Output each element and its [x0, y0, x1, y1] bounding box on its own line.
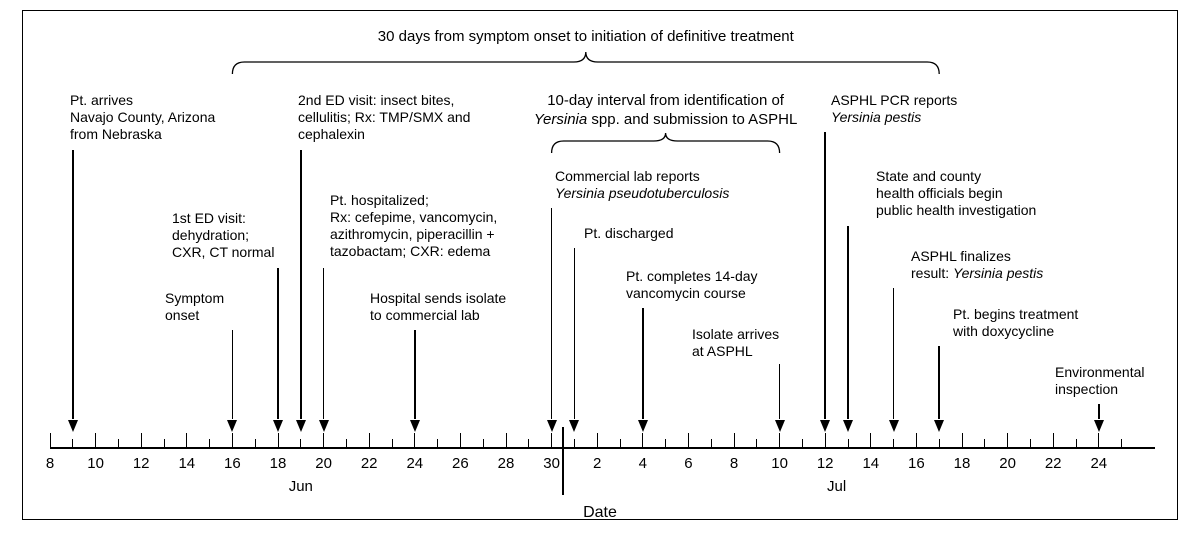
tick-label: 28 [498, 455, 515, 472]
major-tick [50, 433, 51, 447]
tick-label: 4 [639, 455, 647, 472]
tick-label: 2 [593, 455, 601, 472]
tick-label: 10 [87, 455, 104, 472]
tick-label: 16 [224, 455, 241, 472]
x-axis [50, 447, 1155, 449]
major-tick [734, 433, 735, 447]
major-tick [1053, 433, 1054, 447]
event-label: 1st ED visit:dehydration;CXR, CT normal [172, 210, 274, 261]
major-tick [506, 433, 507, 447]
major-tick [962, 433, 963, 447]
event-label: Commercial lab reportsYersinia pseudotub… [555, 168, 729, 202]
month-label: Jun [289, 478, 313, 495]
major-tick [916, 433, 917, 447]
tick-label: 8 [730, 455, 738, 472]
major-tick [278, 433, 279, 447]
event-label: Symptomonset [165, 290, 224, 324]
minor-tick [848, 439, 849, 447]
month-boundary [562, 427, 564, 495]
event-label: Isolate arrivesat ASPHL [692, 326, 779, 360]
event-label: 2nd ED visit: insect bites,cellulitis; R… [298, 92, 470, 143]
major-tick [1007, 433, 1008, 447]
tick-label: 18 [954, 455, 971, 472]
major-tick [95, 433, 96, 447]
minor-tick [300, 439, 301, 447]
tick-label: 6 [684, 455, 692, 472]
event-label: Pt. arrivesNavajo County, Arizonafrom Ne… [70, 92, 215, 143]
tick-label: 22 [361, 455, 378, 472]
tick-label: 30 [543, 455, 560, 472]
event-label: Pt. completes 14-dayvancomycin course [626, 268, 758, 302]
axis-title: Date [583, 504, 617, 522]
tick-label: 18 [270, 455, 287, 472]
minor-tick [528, 439, 529, 447]
major-tick [1098, 433, 1099, 447]
minor-tick [255, 439, 256, 447]
minor-tick [939, 439, 940, 447]
tick-label: 8 [46, 455, 54, 472]
minor-tick [984, 439, 985, 447]
tick-label: 12 [133, 455, 150, 472]
major-tick [369, 433, 370, 447]
minor-tick [665, 439, 666, 447]
event-label: ASPHL PCR reportsYersinia pestis [831, 92, 957, 126]
tick-label: 10 [771, 455, 788, 472]
tick-label: 24 [1090, 455, 1107, 472]
tick-label: 14 [178, 455, 195, 472]
minor-tick [574, 439, 575, 447]
event-label: ASPHL finalizesresult: Yersinia pestis [911, 248, 1043, 282]
minor-tick [346, 439, 347, 447]
event-label: Environmentalinspection [1055, 364, 1145, 398]
minor-tick [1121, 439, 1122, 447]
major-tick [460, 433, 461, 447]
event-label: Pt. discharged [584, 225, 674, 242]
major-tick [141, 433, 142, 447]
major-tick [642, 433, 643, 447]
tick-label: 16 [908, 455, 925, 472]
minor-tick [1030, 439, 1031, 447]
tick-label: 22 [1045, 455, 1062, 472]
tick-label: 12 [817, 455, 834, 472]
minor-tick [1076, 439, 1077, 447]
event-label: State and countyhealth officials beginpu… [876, 168, 1036, 219]
minor-tick [118, 439, 119, 447]
major-tick [825, 433, 826, 447]
bracket-label: 10-day interval from identification ofYe… [534, 92, 798, 130]
tick-label: 20 [999, 455, 1016, 472]
minor-tick [483, 439, 484, 447]
major-tick [779, 433, 780, 447]
minor-tick [209, 439, 210, 447]
major-tick [688, 433, 689, 447]
tick-label: 20 [315, 455, 332, 472]
minor-tick [620, 439, 621, 447]
major-tick [414, 433, 415, 447]
tick-label: 26 [452, 455, 469, 472]
timeline-figure: 8101214161820222426283024681012141618202… [0, 0, 1200, 550]
month-label: Jul [827, 478, 846, 495]
bracket-label: 30 days from symptom onset to initiation… [378, 28, 794, 47]
minor-tick [756, 439, 757, 447]
event-label: Pt. begins treatmentwith doxycycline [953, 306, 1078, 340]
major-tick [870, 433, 871, 447]
minor-tick [437, 439, 438, 447]
minor-tick [711, 439, 712, 447]
major-tick [232, 433, 233, 447]
minor-tick [893, 439, 894, 447]
minor-tick [802, 439, 803, 447]
major-tick [597, 433, 598, 447]
major-tick [551, 433, 552, 447]
major-tick [186, 433, 187, 447]
event-label: Pt. hospitalized;Rx: cefepime, vancomyci… [330, 192, 497, 260]
event-label: Hospital sends isolateto commercial lab [370, 290, 506, 324]
minor-tick [164, 439, 165, 447]
tick-label: 14 [862, 455, 879, 472]
minor-tick [392, 439, 393, 447]
major-tick [323, 433, 324, 447]
tick-label: 24 [406, 455, 423, 472]
minor-tick [72, 439, 73, 447]
